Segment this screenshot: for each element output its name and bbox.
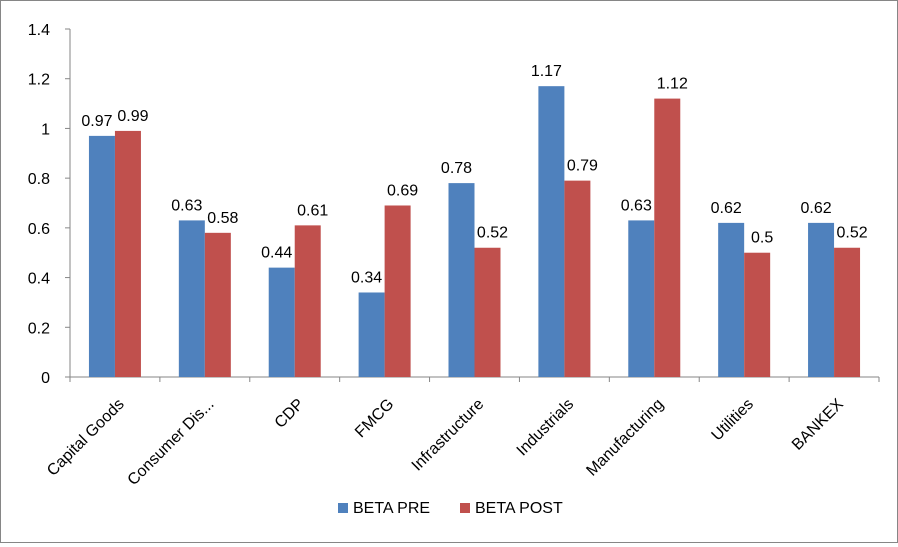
y-tick-label: 0.2 <box>28 320 50 337</box>
y-tick-label: 0.6 <box>28 221 50 238</box>
x-tick-label: Infrastructure <box>409 396 488 475</box>
y-tick-label: 0.4 <box>28 271 50 288</box>
bar-beta-pre <box>448 183 475 377</box>
data-label: 1.17 <box>531 63 562 80</box>
bar-beta-post <box>834 247 861 377</box>
bar-beta-post <box>744 252 771 377</box>
bar-beta-post <box>474 247 501 377</box>
bar-beta-pre <box>628 220 655 377</box>
y-tick-label: 0.8 <box>28 171 50 188</box>
x-tick-label: Utilities <box>709 396 757 444</box>
data-label: 0.63 <box>621 197 652 214</box>
data-label: 0.52 <box>836 225 867 242</box>
bar-beta-pre <box>178 220 205 377</box>
bar-beta-pre <box>88 135 115 377</box>
bar-beta-pre <box>808 222 835 377</box>
data-label: 0.34 <box>351 269 382 286</box>
legend-swatch-beta-pre <box>338 503 348 513</box>
y-tick-label: 1.4 <box>28 22 50 39</box>
bar-beta-post <box>204 232 231 377</box>
bar-beta-pre <box>538 86 565 378</box>
data-label: 0.44 <box>261 245 292 262</box>
legend-label: BETA PRE <box>353 500 430 517</box>
bar-beta-post <box>114 130 141 377</box>
data-label: 0.63 <box>171 197 202 214</box>
bar-beta-post <box>654 98 681 377</box>
data-label: 0.52 <box>477 225 508 242</box>
x-tick-label: Capital Goods <box>44 396 128 480</box>
data-label: 0.97 <box>81 113 112 130</box>
data-label: 0.58 <box>207 210 238 227</box>
x-tick-label: FMCG <box>352 396 397 441</box>
y-tick-label: 1.2 <box>28 72 50 89</box>
bar-beta-post <box>384 205 411 377</box>
bar-beta-post <box>564 180 591 377</box>
x-tick-label: Industrials <box>514 396 578 460</box>
y-tick-label: 0 <box>41 370 50 387</box>
bar-beta-post <box>294 225 321 377</box>
data-label: 0.62 <box>800 200 831 217</box>
bar-beta-pre <box>268 267 295 377</box>
x-tick-label: BANKEX <box>789 396 847 454</box>
bar-beta-pre <box>718 222 745 377</box>
data-label: 1.12 <box>657 76 688 93</box>
data-label: 0.99 <box>117 108 148 125</box>
data-label: 0.61 <box>297 202 328 219</box>
data-label: 0.69 <box>387 182 418 199</box>
data-label: 0.5 <box>751 230 773 247</box>
x-tick-label: Consumer Dis... <box>125 396 218 489</box>
y-tick-label: 1 <box>41 121 50 138</box>
data-label: 0.79 <box>567 158 598 175</box>
x-tick-label: Manufacturing <box>583 396 667 480</box>
legend-swatch-beta-post <box>460 503 470 513</box>
bar-beta-pre <box>358 292 385 377</box>
x-tick-label: CDP <box>272 396 308 432</box>
data-label: 0.78 <box>441 160 472 177</box>
legend-label: BETA POST <box>475 500 563 517</box>
data-label: 0.62 <box>711 200 742 217</box>
